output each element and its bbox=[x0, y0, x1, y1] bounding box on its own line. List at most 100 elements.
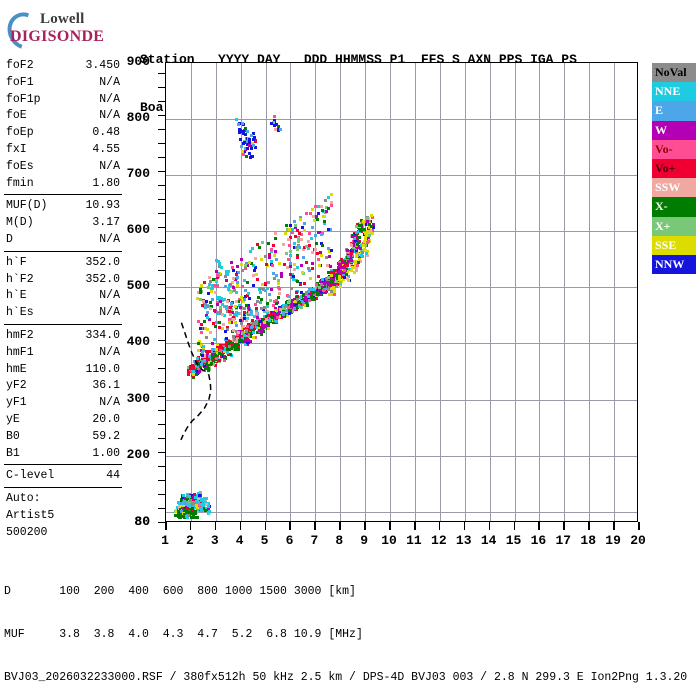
param-row: hmE 110.0 bbox=[4, 362, 122, 379]
echo-point bbox=[311, 295, 315, 299]
echo-point bbox=[255, 307, 259, 311]
y-axis-label: 800 bbox=[126, 110, 150, 126]
echo-point bbox=[276, 282, 280, 286]
echo-point bbox=[272, 243, 276, 247]
param-row: foE N/A bbox=[4, 108, 122, 125]
legend-item-nne[interactable]: NNE bbox=[652, 82, 696, 102]
echo-point bbox=[233, 277, 237, 281]
echo-point bbox=[349, 244, 353, 248]
echo-point bbox=[292, 275, 296, 279]
x-axis-label: 7 bbox=[310, 533, 319, 548]
echo-point bbox=[264, 255, 268, 259]
legend-item-w[interactable]: W bbox=[652, 120, 696, 140]
echo-point bbox=[208, 301, 212, 305]
echo-point bbox=[245, 303, 249, 307]
echo-point bbox=[216, 273, 220, 277]
echo-point bbox=[286, 238, 290, 242]
echo-point bbox=[245, 325, 249, 329]
echo-point bbox=[209, 287, 213, 291]
echo-point bbox=[246, 328, 250, 332]
echo-point bbox=[182, 499, 186, 503]
echo-point bbox=[201, 354, 205, 358]
legend-item-sse[interactable]: SSE bbox=[652, 235, 696, 255]
echo-point bbox=[329, 227, 333, 231]
echo-point bbox=[273, 124, 277, 128]
echo-point bbox=[229, 302, 233, 306]
echo-point bbox=[362, 244, 366, 248]
legend-item-x-[interactable]: X+ bbox=[652, 216, 696, 236]
echo-point bbox=[252, 335, 256, 339]
echo-point bbox=[268, 319, 272, 322]
param-divider bbox=[4, 323, 122, 325]
echo-point bbox=[243, 295, 247, 299]
legend-item-noval[interactable]: NoVal bbox=[652, 63, 696, 83]
echo-point bbox=[338, 284, 342, 288]
echo-point bbox=[330, 277, 334, 281]
echo-point bbox=[261, 321, 265, 325]
echo-point bbox=[262, 318, 266, 321]
echo-point bbox=[283, 314, 287, 318]
y-axis-label: 700 bbox=[126, 166, 150, 182]
echo-point bbox=[285, 228, 289, 232]
echo-point bbox=[206, 502, 210, 506]
echo-point bbox=[230, 342, 234, 346]
echo-point bbox=[269, 122, 273, 126]
echo-point bbox=[261, 241, 265, 245]
param-key: yF1 bbox=[6, 396, 27, 410]
logo-lowell-text: Lowell bbox=[40, 11, 85, 27]
echo-point bbox=[337, 269, 341, 273]
echo-point bbox=[334, 285, 338, 289]
echo-point bbox=[332, 271, 336, 275]
echo-point bbox=[251, 137, 255, 141]
legend-item-vo-[interactable]: Vo+ bbox=[652, 158, 696, 179]
echo-point bbox=[194, 511, 198, 515]
echo-point bbox=[219, 266, 223, 270]
echo-point bbox=[253, 325, 257, 329]
legend-item-vo-[interactable]: Vo- bbox=[652, 139, 696, 159]
echo-point bbox=[203, 363, 207, 367]
echo-point bbox=[279, 315, 283, 319]
echo-point bbox=[181, 496, 185, 500]
echo-point bbox=[210, 289, 214, 293]
echo-point bbox=[215, 348, 219, 352]
echo-point bbox=[206, 327, 210, 331]
param-value: 59.2 bbox=[92, 429, 120, 443]
echo-point bbox=[244, 336, 248, 340]
echo-point bbox=[238, 304, 242, 308]
echo-point bbox=[242, 298, 246, 302]
param-row: C-level 44 bbox=[4, 468, 122, 485]
echo-point bbox=[202, 344, 206, 348]
vertical-gridline bbox=[539, 63, 541, 521]
footer-info: D 100 200 400 600 800 1000 1500 3000 [km… bbox=[4, 556, 687, 700]
echo-point bbox=[231, 310, 235, 314]
param-key: hmF2 bbox=[6, 328, 34, 342]
x-axis-label: 13 bbox=[455, 533, 472, 548]
echo-point bbox=[214, 357, 218, 361]
echo-point bbox=[312, 214, 316, 218]
echo-point bbox=[288, 244, 292, 248]
echo-point bbox=[288, 312, 292, 316]
legend-item-nnw[interactable]: NNW bbox=[652, 254, 696, 275]
echo-point bbox=[342, 273, 346, 277]
echo-point bbox=[235, 313, 239, 317]
echo-point bbox=[330, 271, 334, 275]
echo-point bbox=[220, 302, 224, 306]
doppler-direction-legend[interactable]: NoVal NNE E W Vo- Vo+ SSW X- X+ SSE NNW bbox=[652, 63, 696, 275]
y-axis-minor-tick bbox=[158, 87, 165, 89]
legend-item-ssw[interactable]: SSW bbox=[652, 178, 696, 198]
horizontal-gridline bbox=[166, 455, 637, 457]
y-axis-minor-tick bbox=[158, 325, 165, 327]
legend-item-x-[interactable]: X- bbox=[652, 197, 696, 217]
echo-point bbox=[231, 337, 235, 341]
legend-item-e[interactable]: E bbox=[652, 101, 696, 121]
echo-point bbox=[206, 506, 210, 510]
echo-point bbox=[240, 322, 244, 326]
echo-point bbox=[323, 210, 327, 214]
echo-point bbox=[363, 237, 367, 241]
echo-point bbox=[261, 317, 265, 321]
ionogram-plot-area[interactable] bbox=[165, 62, 638, 522]
echo-point bbox=[303, 228, 307, 232]
param-value: 3.17 bbox=[92, 216, 120, 230]
echo-point bbox=[261, 322, 265, 326]
echo-point bbox=[279, 275, 283, 279]
